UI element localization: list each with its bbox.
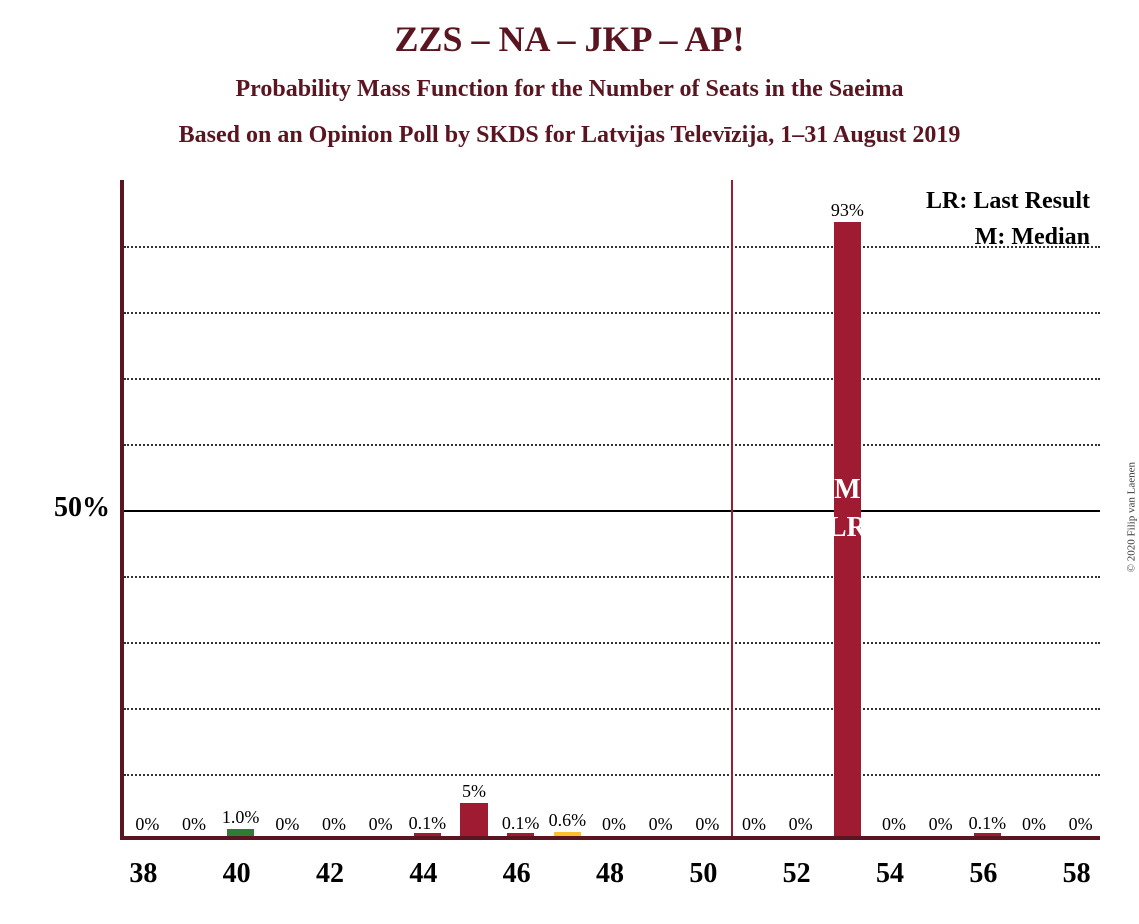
bar-value-label: 0% [309,814,359,835]
majority-line [731,180,733,836]
bar-value-label: 93% [822,200,872,221]
gridline-50 [124,510,1100,512]
bar-value-label: 0% [776,814,826,835]
bar [227,829,254,836]
gridline [124,378,1100,380]
bar-value-label: 0% [1009,814,1059,835]
x-axis-tick-label: 54 [860,858,920,890]
x-axis-tick-label: 56 [953,858,1013,890]
bar-value-label: 0% [636,814,686,835]
x-axis-tick-label: 42 [300,858,360,890]
gridline [124,444,1100,446]
bar-value-label: 0% [1056,814,1106,835]
bar-value-label: 1.0% [216,807,266,828]
x-axis-tick-label: 40 [207,858,267,890]
gridline [124,312,1100,314]
x-axis-tick-label: 48 [580,858,640,890]
copyright-text: © 2020 Filip van Laenen [1125,462,1137,572]
gridline [124,642,1100,644]
x-axis-tick-label: 52 [767,858,827,890]
chart-subtitle-1: Probability Mass Function for the Number… [0,76,1139,103]
gridline [124,576,1100,578]
bar [460,803,487,836]
gridline [124,708,1100,710]
last-result-marker: LR [817,512,877,544]
x-axis-tick-label: 46 [487,858,547,890]
chart-container: ZZS – NA – JKP – AP! Probability Mass Fu… [0,0,1139,924]
x-axis-tick-label: 44 [393,858,453,890]
bar-value-label: 0% [682,814,732,835]
legend-m: M: Median [880,224,1090,251]
x-axis-tick-label: 38 [113,858,173,890]
gridline [124,774,1100,776]
bar-value-label: 0.1% [962,813,1012,834]
bar-value-label: 5% [449,781,499,802]
chart-subtitle-2: Based on an Opinion Poll by SKDS for Lat… [0,122,1139,149]
bar-value-label: 0% [169,814,219,835]
x-axis-tick-label: 50 [673,858,733,890]
bar-value-label: 0% [262,814,312,835]
bar-value-label: 0% [916,814,966,835]
bar-value-label: 0.1% [496,813,546,834]
bar-value-label: 0% [356,814,406,835]
bar-value-label: 0% [729,814,779,835]
plot-area: 0%0%1.0%0%0%0%0.1%5%0.1%0.6%0%0%0%0%0%93… [120,180,1100,840]
bar-value-label: 0.1% [402,813,452,834]
median-marker: M [817,474,877,506]
legend-lr: LR: Last Result [880,188,1090,215]
bar-value-label: 0.6% [542,810,592,831]
bar-value-label: 0% [589,814,639,835]
y-axis-label-50: 50% [20,492,110,524]
bar-value-label: 0% [122,814,172,835]
bar-value-label: 0% [869,814,919,835]
bar [554,832,581,836]
x-axis-tick-label: 58 [1047,858,1107,890]
chart-title: ZZS – NA – JKP – AP! [0,18,1139,60]
